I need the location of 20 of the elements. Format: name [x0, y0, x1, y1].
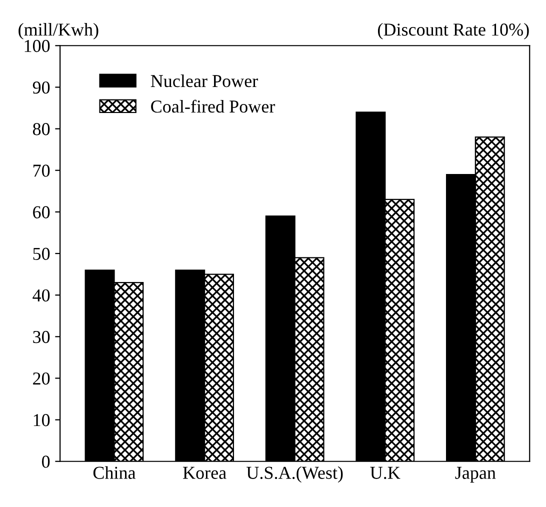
y-tick-label: 80: [32, 123, 50, 136]
x-tick-label: Korea: [183, 466, 226, 479]
x-tick-label: U.K: [370, 466, 400, 480]
y-axis-title: (mill/Kwh): [18, 23, 98, 40]
y-tick-label: 10: [34, 414, 50, 426]
y-tick-label: 20: [33, 372, 50, 385]
chart-title: (Discount Rate 10%): [378, 23, 529, 40]
y-tick-label: 30: [33, 330, 50, 344]
x-tick-label: China: [93, 466, 136, 479]
y-tick-label: 70: [33, 164, 50, 177]
y-tick-label: 50: [33, 248, 50, 260]
legend-label: Coal-fired Power: [151, 100, 276, 113]
y-tick-label: 100: [24, 40, 50, 52]
x-tick-label: U.S.A.(West): [246, 466, 343, 483]
legend-label: Nuclear Power: [150, 74, 258, 88]
y-tick-label: 60: [33, 206, 50, 218]
x-tick-label: Japan: [455, 466, 496, 483]
y-tick-label: 0: [42, 456, 50, 468]
y-tick-label: 40: [32, 289, 50, 302]
y-tick-label: 90: [32, 81, 50, 94]
